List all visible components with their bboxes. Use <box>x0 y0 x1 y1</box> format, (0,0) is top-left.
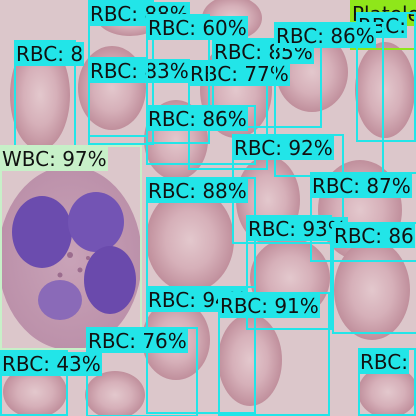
detection-box-rbc-bottom-right: RBC: <box>358 348 416 416</box>
detection-label: RBC: 43% <box>1 352 102 376</box>
detection-label: WBC: 97% <box>1 147 108 171</box>
detection-box-rbc-87: RBC: 87% <box>310 172 416 262</box>
detection-box-rbc-43: RBC: 43% <box>0 350 102 416</box>
detection-box-rbc-93: RBC: 93% <box>246 215 348 330</box>
detection-label: RBC: 86% <box>147 107 248 131</box>
detection-box-wbc-97: WBC: 97% <box>0 145 142 350</box>
detection-label: RBC: <box>359 350 409 374</box>
detection-box-rbc-91: RBC: 91% <box>218 292 330 416</box>
detection-label: RBC: 92% <box>233 136 334 160</box>
detection-label: RBC: 86% <box>275 24 376 48</box>
detection-label: RBC: 8 <box>15 42 85 66</box>
detection-box-rbc-top-right-edge: RBC: <box>356 12 416 142</box>
detection-label: RBC: 86 <box>333 224 415 248</box>
detection-box-rbc-83: RBC: 83% <box>88 57 190 137</box>
detection-label: RBC: 88% <box>147 179 248 203</box>
detection-label: RBC: 83% <box>89 59 190 83</box>
detection-box-rbc-86-b: RBC: 86% <box>274 22 384 177</box>
detection-label: RBC: 60% <box>147 16 248 40</box>
detection-box-rbc-86-a: RBC: 86% <box>146 105 256 165</box>
detection-box-rbc-86-c: RBC: 86 <box>332 222 416 334</box>
detection-box-rbc-76: RBC: 76% <box>86 327 198 416</box>
detection-label: RBC: 93% <box>247 217 348 241</box>
detection-label: RBC: 76% <box>87 329 188 353</box>
detection-label: RBC: 87% <box>311 174 412 198</box>
detection-box-rbc-left-top: RBC: 8 <box>14 40 85 160</box>
detection-box-rbc-60: RBC: 60% <box>146 14 248 144</box>
detection-box-rbc-77: RBC: 77% <box>188 60 290 170</box>
detection-label: RBC: 77% <box>189 62 290 86</box>
detection-label: RBC: 91% <box>219 294 320 318</box>
detection-box-rbc-88-mid: RBC: 88% <box>146 177 256 297</box>
wbc-cell <box>0 166 142 350</box>
